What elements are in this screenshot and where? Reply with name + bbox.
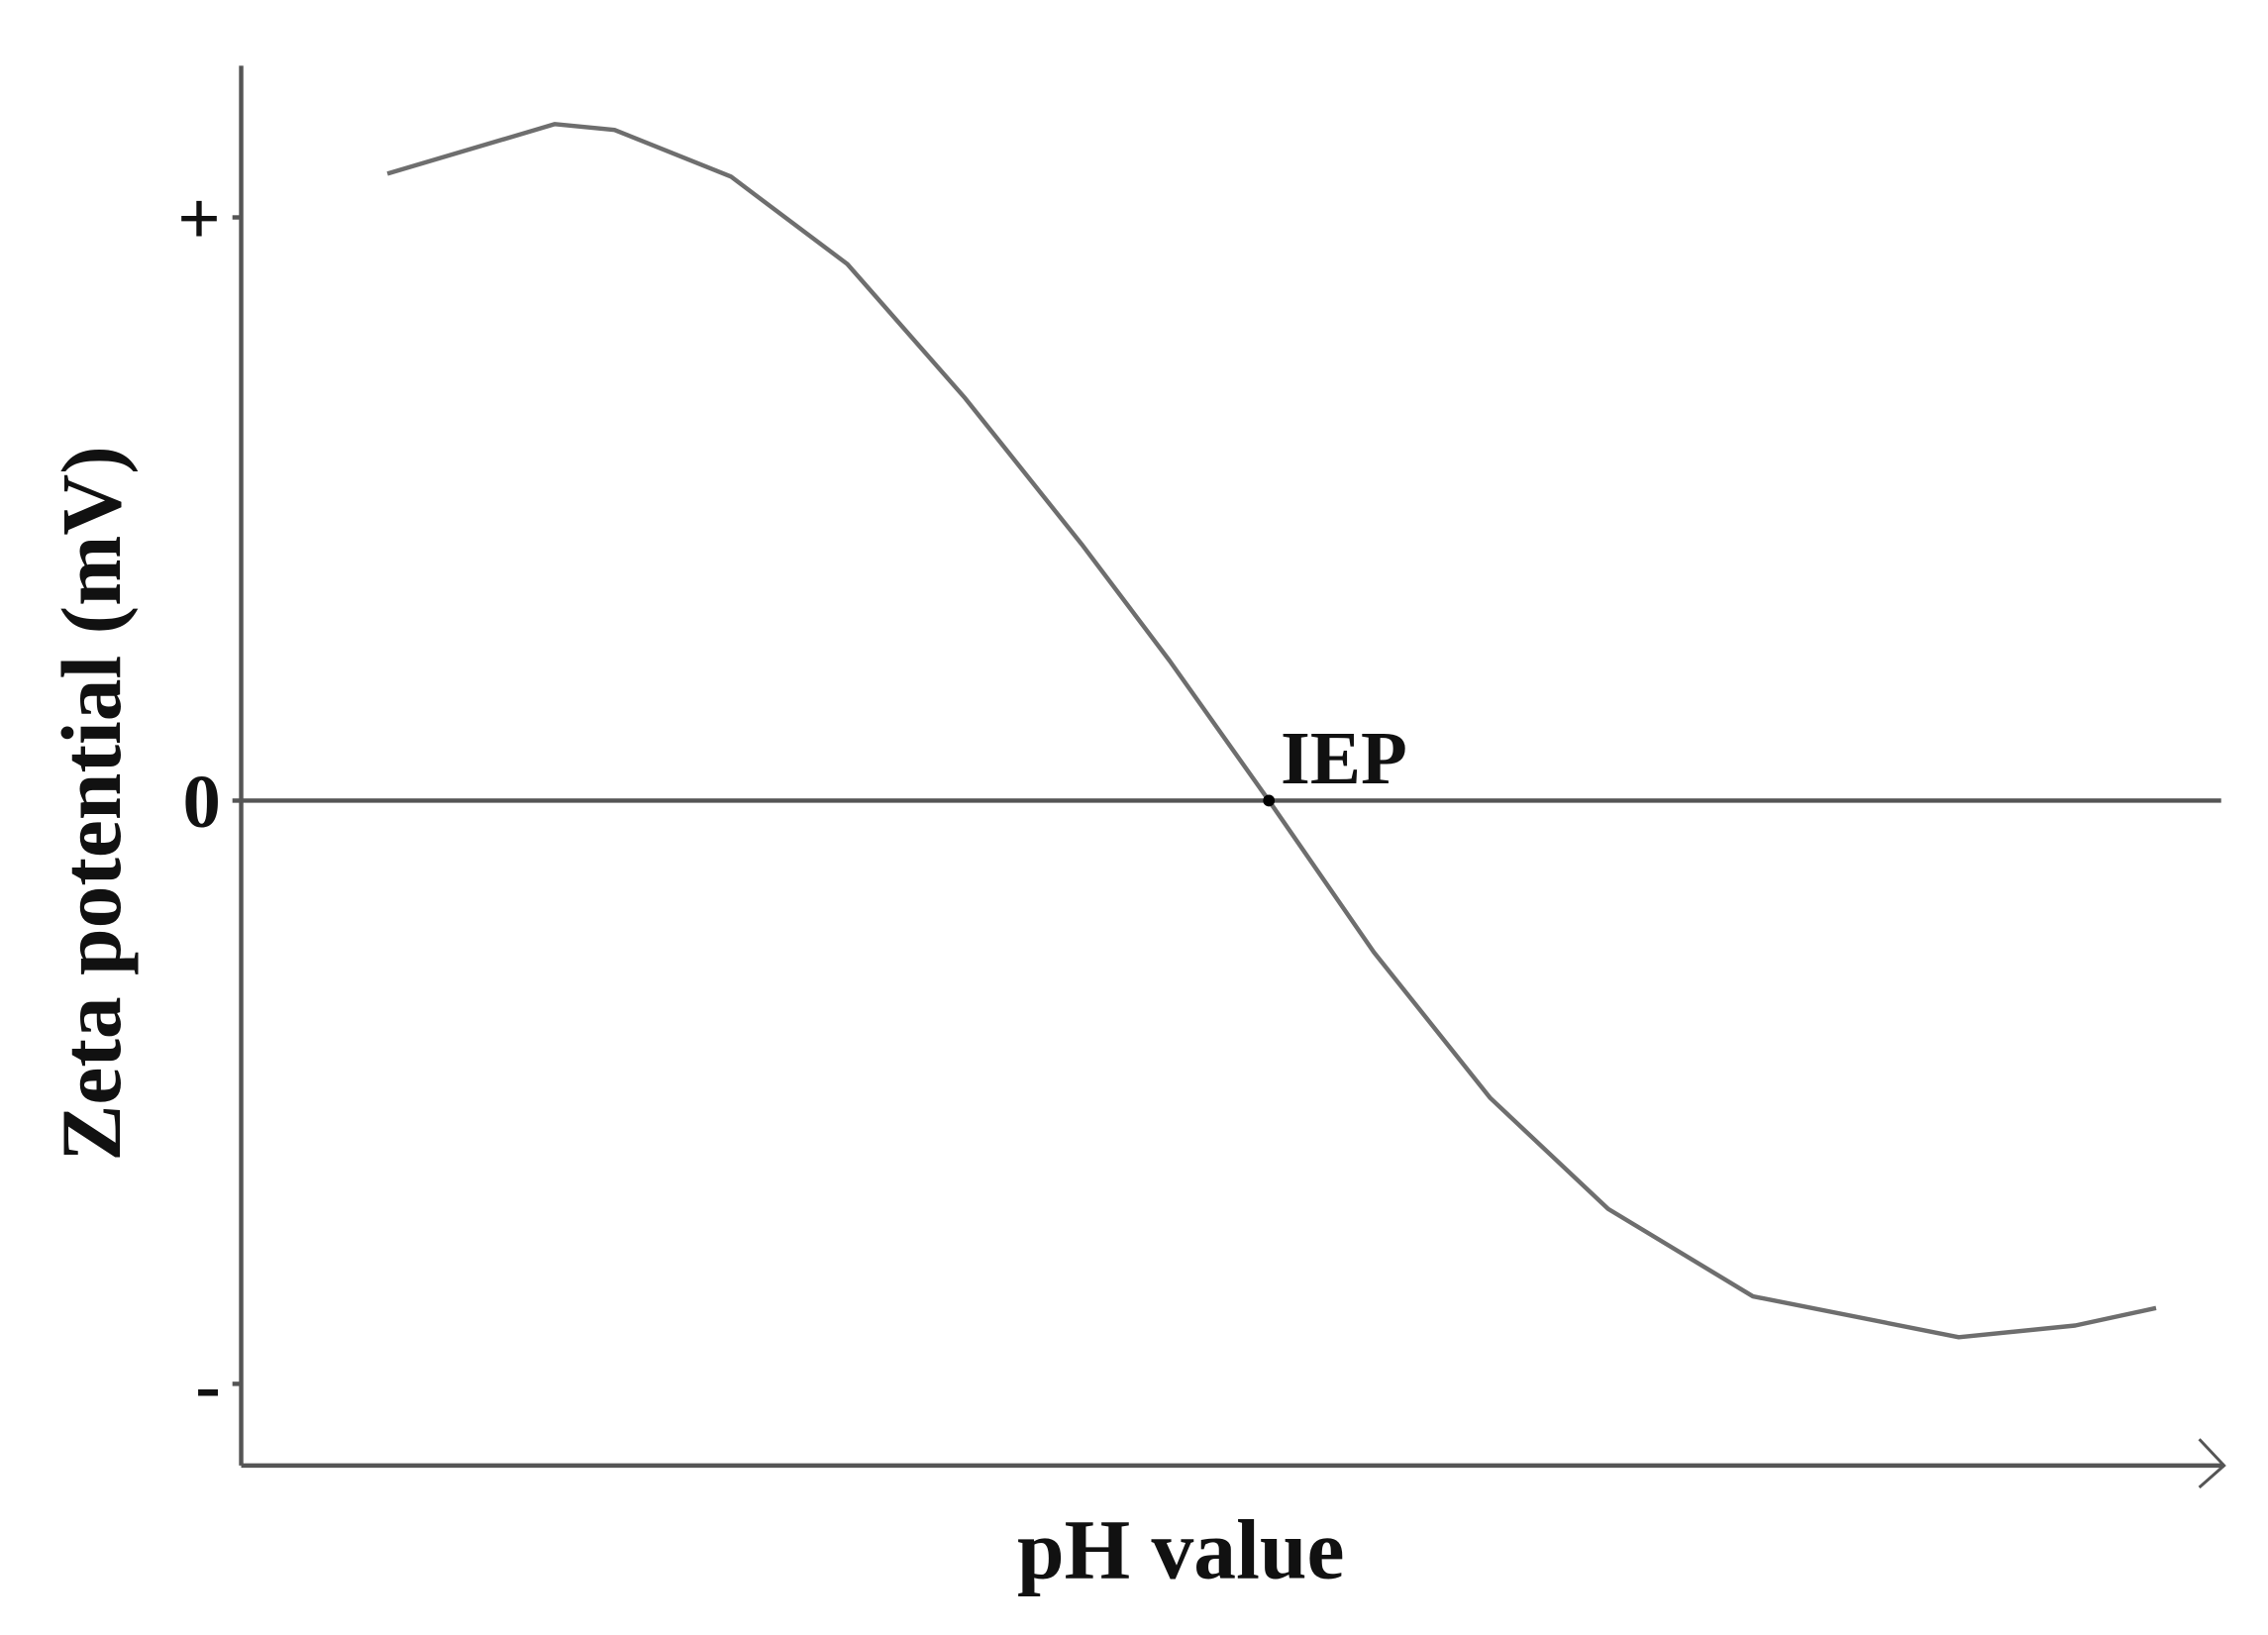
y-axis-label: Zeta potential (mV) <box>45 446 139 1161</box>
x-axis-arrow <box>2198 1438 2226 1489</box>
annotation: IEP <box>1281 716 1407 800</box>
curve <box>386 122 2157 1340</box>
y-tick-label: + <box>177 176 221 260</box>
iep-point <box>1263 794 1276 807</box>
x-axis-label: pH value <box>1017 1502 1344 1596</box>
y-tick-label: 0 <box>183 760 221 844</box>
y-tick-label: - <box>195 1343 221 1427</box>
